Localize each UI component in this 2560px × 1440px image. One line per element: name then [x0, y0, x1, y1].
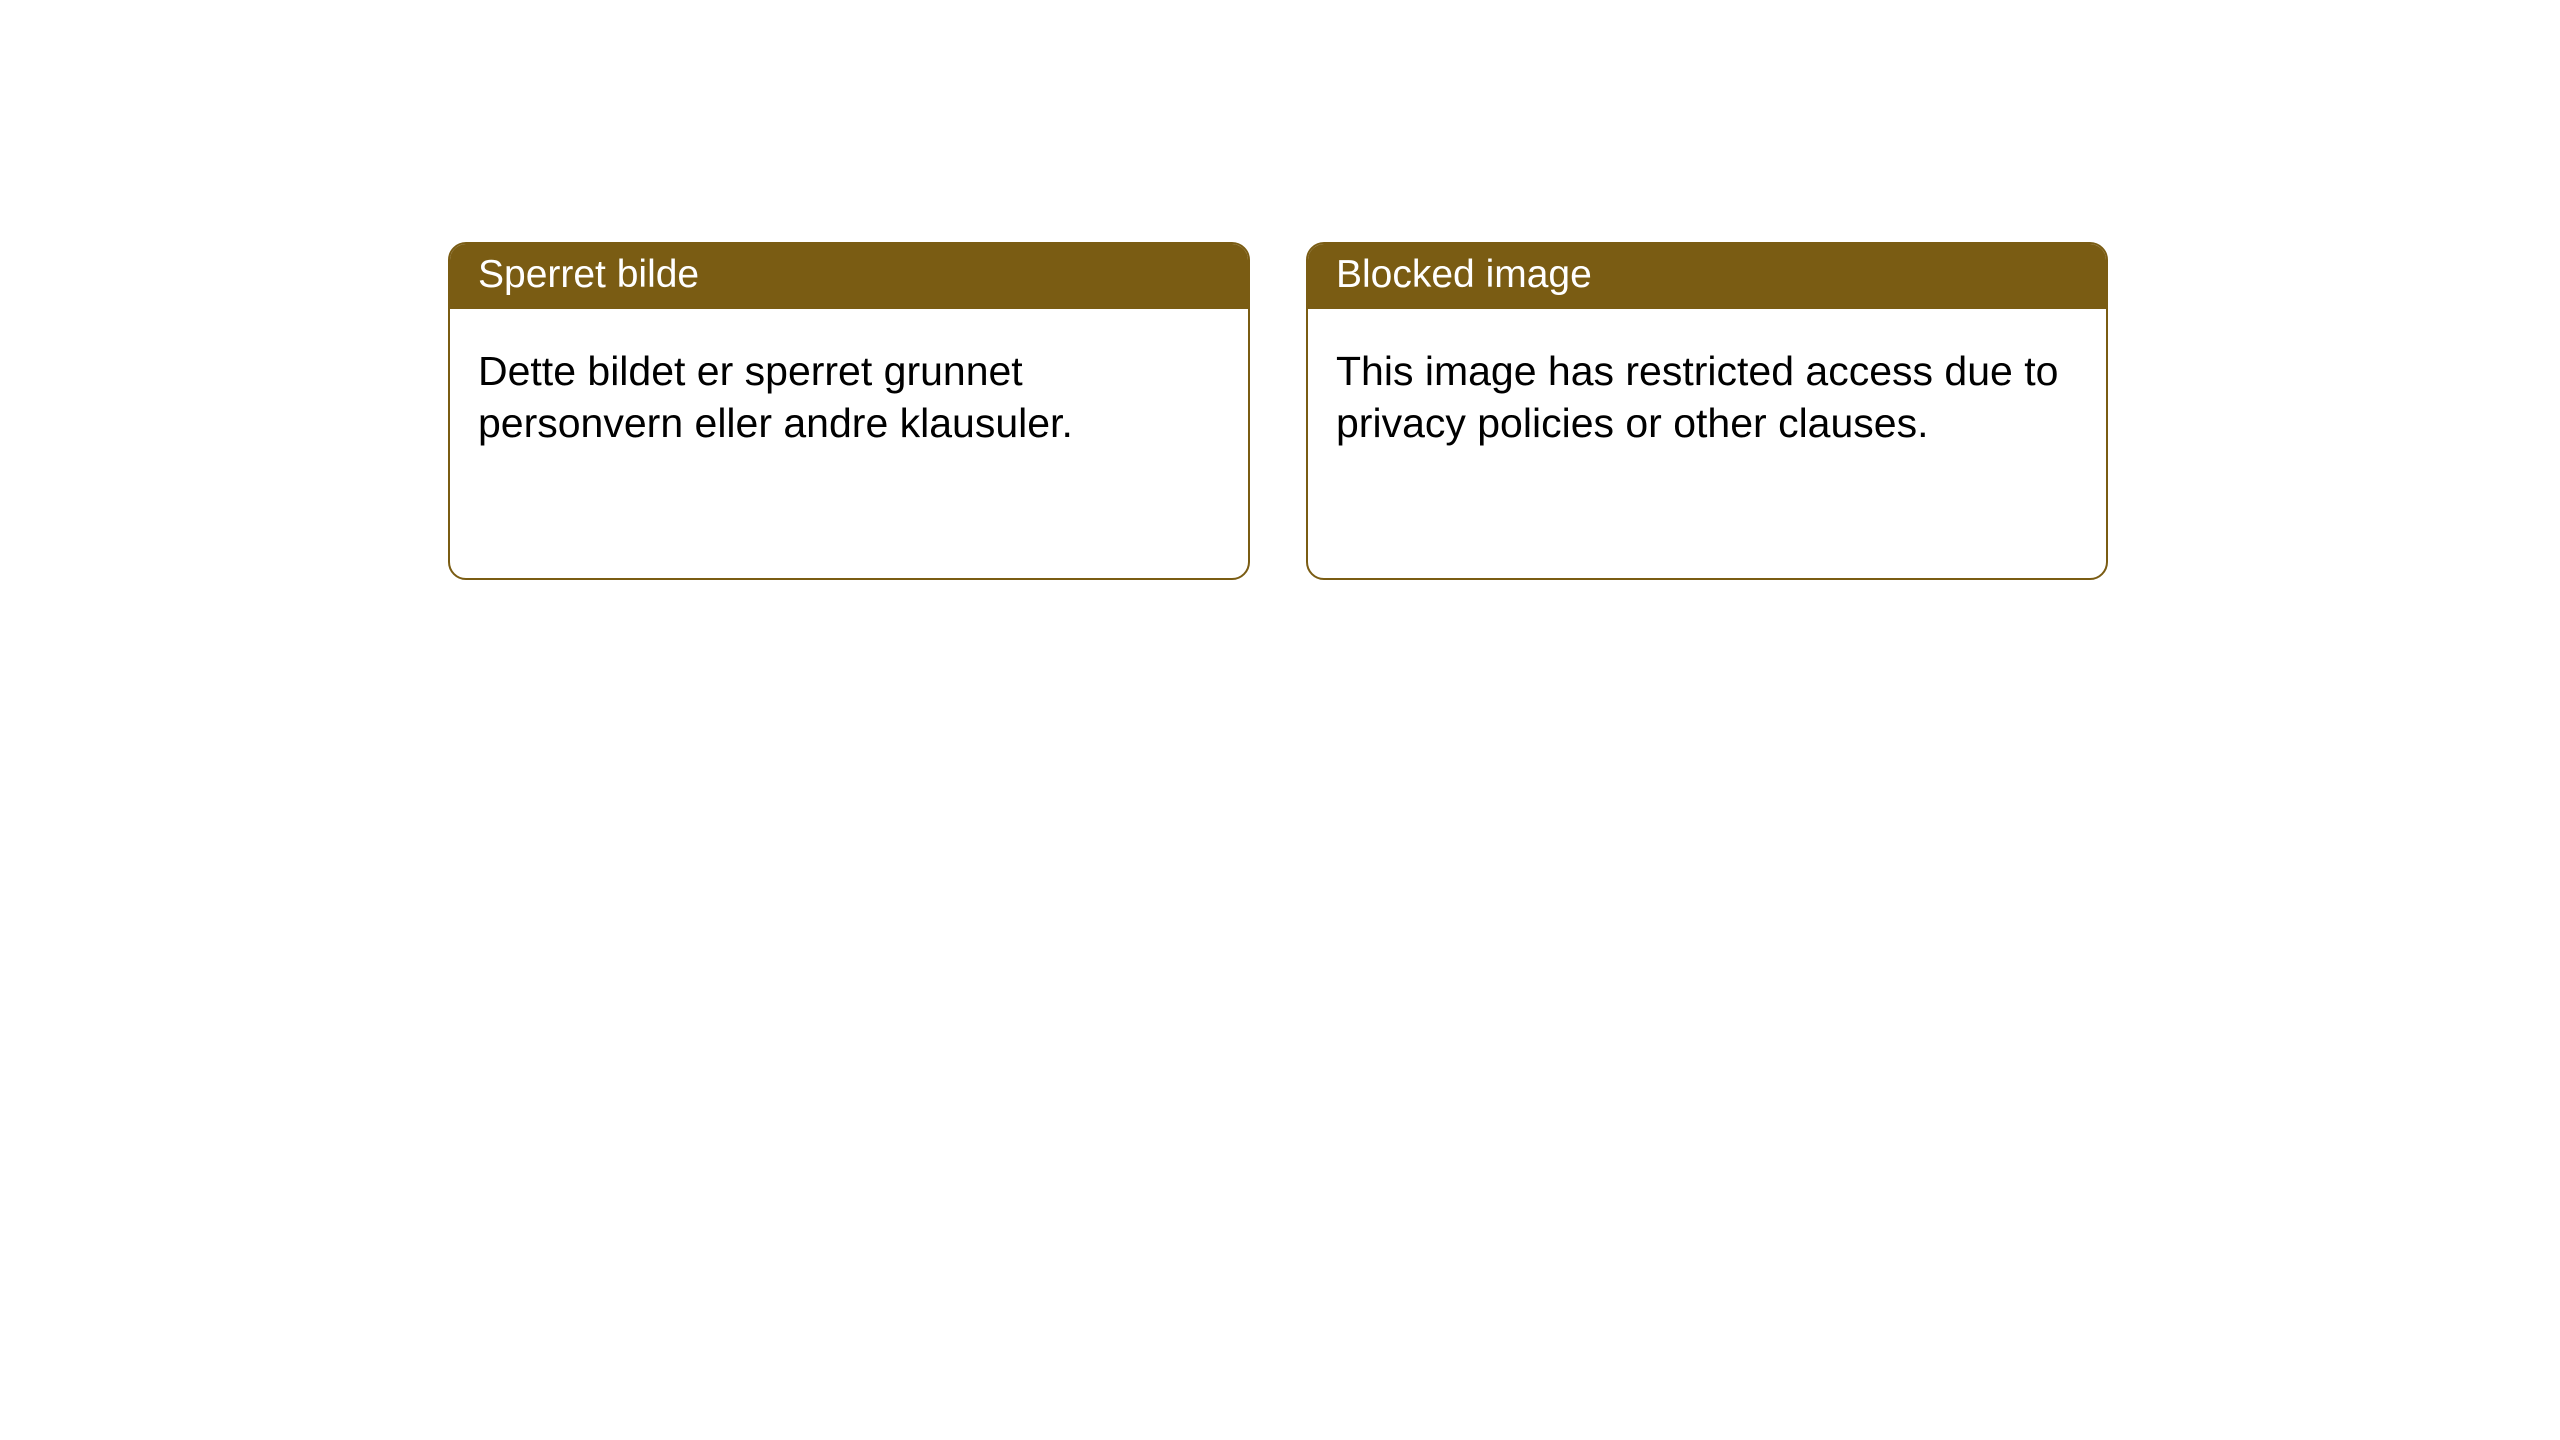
- notice-card-title: Sperret bilde: [450, 244, 1248, 309]
- notice-card-english: Blocked image This image has restricted …: [1306, 242, 2108, 580]
- notice-card-body: Dette bildet er sperret grunnet personve…: [450, 309, 1248, 478]
- notice-card-body: This image has restricted access due to …: [1308, 309, 2106, 478]
- notice-card-title: Blocked image: [1308, 244, 2106, 309]
- notice-cards-container: Sperret bilde Dette bildet er sperret gr…: [0, 0, 2560, 580]
- notice-card-norwegian: Sperret bilde Dette bildet er sperret gr…: [448, 242, 1250, 580]
